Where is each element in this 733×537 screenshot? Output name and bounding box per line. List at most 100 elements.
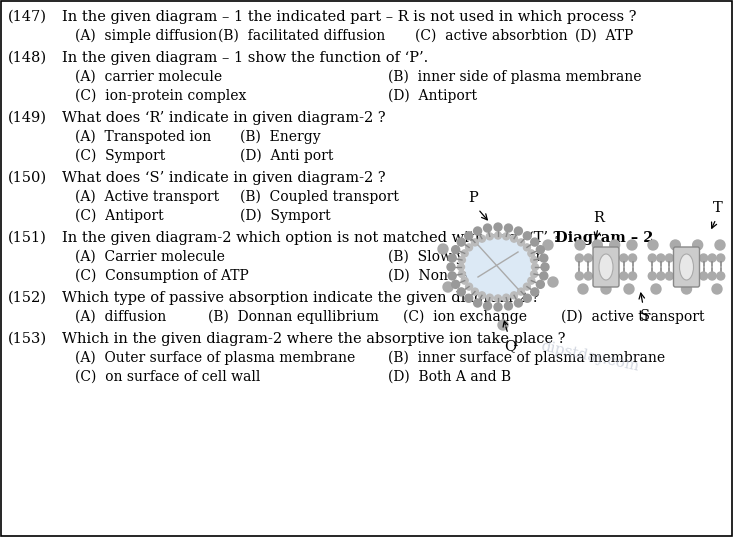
Circle shape [611,272,619,280]
Circle shape [593,272,601,280]
Text: (A)  Outer surface of plasma membrane: (A) Outer surface of plasma membrane [75,351,356,365]
Text: (150): (150) [8,171,47,185]
Text: What does ‘S’ indicate in given diagram-2 ?: What does ‘S’ indicate in given diagram-… [62,171,386,185]
Circle shape [651,284,661,294]
FancyBboxPatch shape [593,247,619,287]
Circle shape [610,240,619,250]
Circle shape [531,257,537,264]
Circle shape [691,254,699,262]
Text: (C)  on surface of cell wall: (C) on surface of cell wall [75,370,260,384]
Circle shape [602,254,610,262]
Circle shape [498,320,508,330]
Text: (A)  Active transport: (A) Active transport [75,190,219,205]
FancyBboxPatch shape [674,247,699,287]
Circle shape [548,277,558,287]
Text: (A)  diffusion: (A) diffusion [75,310,166,324]
Text: (152): (152) [8,291,47,305]
Circle shape [541,263,549,271]
Text: Which type of passive absorption indicate the given diagram-2 ?: Which type of passive absorption indicat… [62,291,539,305]
Circle shape [523,294,531,302]
Text: (147): (147) [8,10,47,24]
Circle shape [531,271,537,278]
Circle shape [457,288,465,296]
Text: (D)  Symport: (D) Symport [240,209,331,223]
Circle shape [648,254,656,262]
Text: (C)  Symport: (C) Symport [75,149,165,163]
Text: (A)  Transpoted ion: (A) Transpoted ion [75,130,211,144]
Circle shape [457,264,465,271]
Circle shape [611,254,619,262]
Circle shape [503,233,509,240]
Text: (B)  Donnan equllibrium: (B) Donnan equllibrium [208,310,379,324]
Circle shape [484,302,492,310]
Circle shape [674,272,682,280]
Text: (C)  ion-protein complex: (C) ion-protein complex [75,89,246,104]
Circle shape [452,280,460,288]
Circle shape [717,254,725,262]
Text: (B)  facilitated diffusion: (B) facilitated diffusion [218,29,386,43]
Ellipse shape [679,254,693,280]
Circle shape [629,272,636,280]
Circle shape [537,280,545,288]
Circle shape [666,272,674,280]
Circle shape [486,294,493,301]
Circle shape [584,272,592,280]
Circle shape [448,272,456,280]
Circle shape [708,272,716,280]
Text: (D)  Antiport: (D) Antiport [388,89,477,104]
Circle shape [699,254,707,262]
Circle shape [465,294,473,302]
Text: R: R [594,211,605,225]
Circle shape [471,288,479,295]
Circle shape [523,232,531,240]
Text: (B)  Coupled transport: (B) Coupled transport [240,190,399,205]
Circle shape [517,239,525,246]
Text: P: P [468,191,478,205]
Text: (149): (149) [8,111,47,125]
Text: In the given diagram-2 which option is not matched with part  ‘T’ ?: In the given diagram-2 which option is n… [62,231,560,245]
Circle shape [531,238,539,246]
Text: (A)  Carrier molecule: (A) Carrier molecule [75,250,225,264]
Circle shape [465,244,473,251]
Text: (153): (153) [8,332,47,346]
Circle shape [461,250,468,257]
Circle shape [465,232,473,240]
Circle shape [443,282,453,292]
Circle shape [657,272,665,280]
Circle shape [578,284,588,294]
Circle shape [619,272,627,280]
Circle shape [699,272,707,280]
Circle shape [682,272,690,280]
Circle shape [531,264,539,271]
Circle shape [575,240,585,250]
Text: (C)  Consumption of ATP: (C) Consumption of ATP [75,269,248,284]
Circle shape [448,254,456,262]
Circle shape [691,272,699,280]
Circle shape [484,224,492,232]
Text: Diagram – 2: Diagram – 2 [555,231,654,245]
Text: (B)  inner surface of plasma membrane: (B) inner surface of plasma membrane [388,351,665,365]
Circle shape [528,277,535,284]
Text: In the given diagram – 1 the indicated part – R is not used in which process ?: In the given diagram – 1 the indicated p… [62,10,636,24]
Text: (D)  active transport: (D) active transport [561,310,704,324]
Circle shape [457,238,465,246]
Circle shape [494,223,502,231]
Circle shape [471,239,479,246]
Text: Q: Q [504,339,516,353]
Circle shape [486,233,493,240]
Circle shape [592,240,603,250]
Circle shape [648,272,656,280]
Circle shape [593,254,601,262]
Circle shape [447,263,455,271]
Circle shape [717,272,725,280]
Circle shape [708,254,716,262]
Text: What does ‘R’ indicate in given diagram-2 ?: What does ‘R’ indicate in given diagram-… [62,111,386,125]
Circle shape [452,245,460,253]
Text: (D)  None above: (D) None above [388,269,502,283]
Circle shape [666,254,674,262]
Circle shape [479,292,485,299]
Text: dipstday.com: dipstday.com [539,340,641,374]
Circle shape [575,254,583,262]
Text: Which in the given diagram-2 where the absorptive ion take place ?: Which in the given diagram-2 where the a… [62,332,565,346]
Text: (B)  inner side of plasma membrane: (B) inner side of plasma membrane [388,70,641,84]
